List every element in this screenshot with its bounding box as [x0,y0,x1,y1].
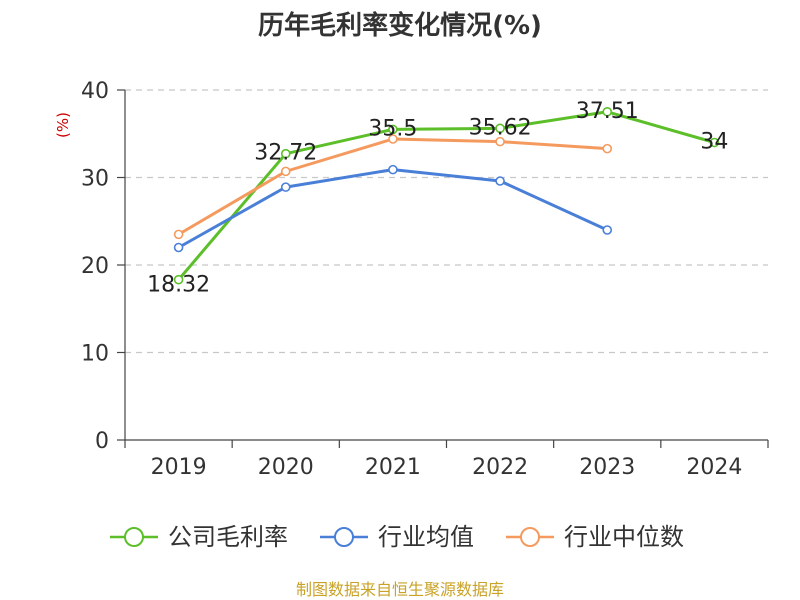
x-tick-label: 2020 [258,455,314,480]
data-label: 34 [700,130,728,155]
legend-item-2[interactable]: 行业中位数 [506,523,684,551]
legend-label: 公司毛利率 [168,523,288,551]
data-point [173,242,184,253]
data-label: 32.72 [254,141,317,166]
chart-title: 历年毛利率变化情况(%) [258,10,542,41]
data-point [495,176,505,186]
data-point [709,137,720,148]
x-tick-label: 2023 [579,455,635,480]
data-point [388,164,398,175]
data-point [173,229,184,240]
data-point [602,106,613,117]
legend-label: 行业均值 [378,523,474,551]
data-point [602,143,613,154]
x-tick-label: 2022 [472,455,528,480]
source-note: 制图数据来自恒生聚源数据库 [296,580,504,599]
data-point [388,124,398,135]
legend-item-0[interactable]: 公司毛利率 [110,523,288,551]
data-label: 35.62 [469,115,532,140]
legend-marker-swatch [520,527,540,547]
y-tick-label: 10 [81,342,109,367]
series-lines [173,106,720,285]
data-point [388,134,398,144]
data-label: 18.32 [147,273,210,298]
data-point [602,225,613,235]
data-point [280,148,291,159]
y-tick-label: 30 [81,167,109,192]
data-point [495,123,505,134]
legend-marker-swatch [334,527,354,547]
x-tick-label: 2024 [686,455,742,480]
legend-item-1[interactable]: 行业均值 [320,523,474,551]
gridlines [125,89,768,354]
y-tick-label: 40 [81,79,109,104]
data-point [280,182,291,192]
axes: 0 10 20 30 40 2019 2020 2021 2022 2023 2024 [81,79,769,480]
y-tick-label: 0 [95,429,109,454]
series-line-1 [177,168,608,249]
data-label: 35.5 [368,116,417,141]
y-tick-label: 20 [81,254,109,279]
series-line-2 [177,137,608,236]
data-point [495,136,505,147]
x-tick-label: 2021 [365,455,421,480]
data-point [280,166,291,177]
data-labels: 18.32 32.72 35.5 35.62 37.51 34 [147,99,728,298]
legend: 公司毛利率 行业均值 行业中位数 [110,523,684,551]
series-line-0 [177,110,715,281]
y-axis-label: (%) [54,112,72,138]
data-point [173,274,184,285]
x-tick-label: 2019 [151,455,207,480]
legend-label: 行业中位数 [564,523,684,551]
legend-marker-swatch [124,527,144,547]
data-label: 37.51 [576,99,639,124]
